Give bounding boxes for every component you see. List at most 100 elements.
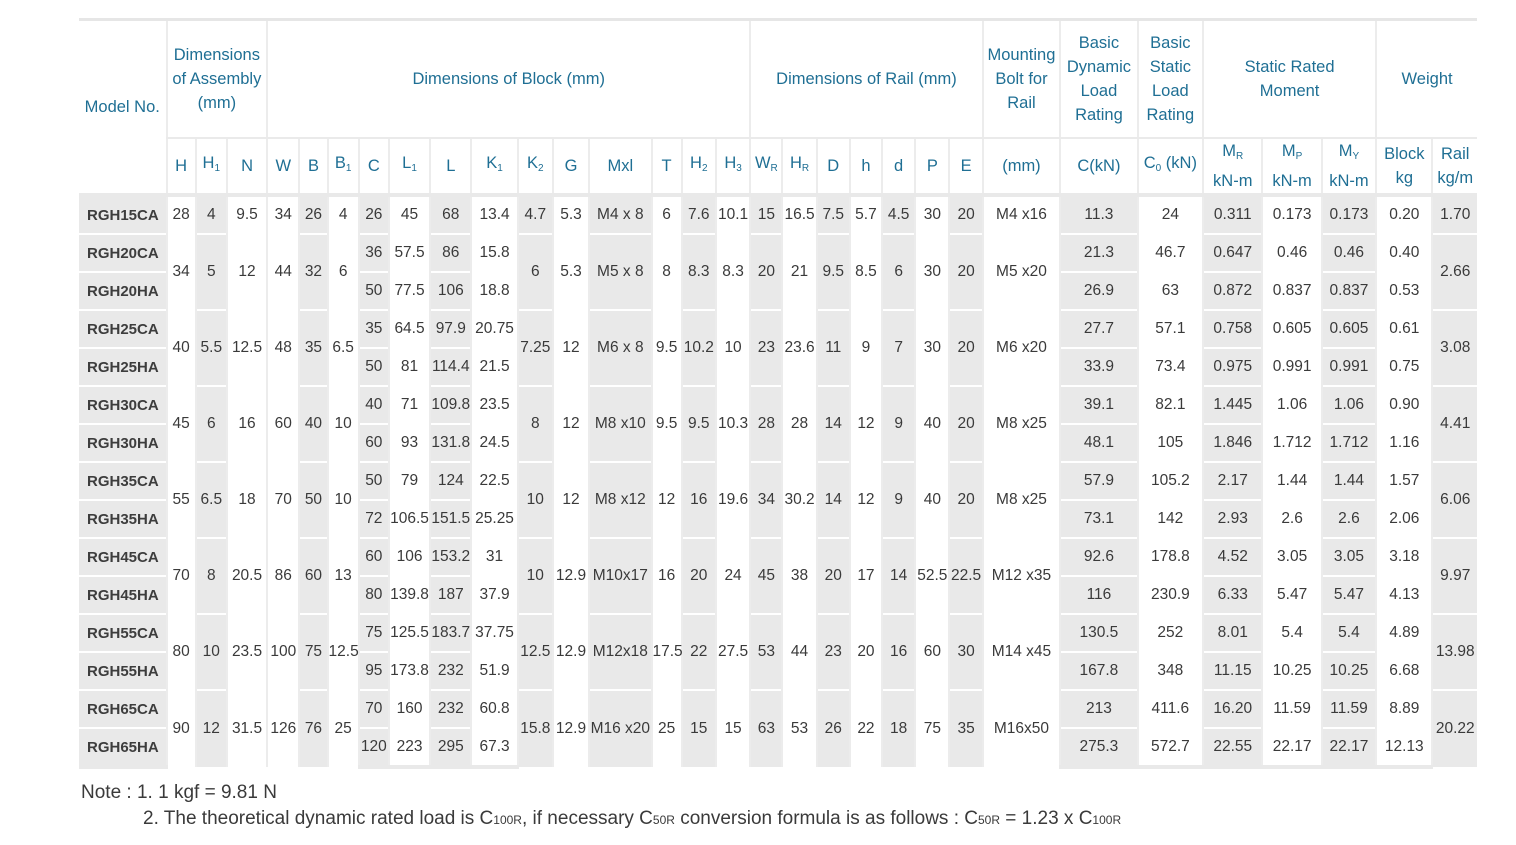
table-body: RGH15CA 28 4 9.5 34 26 4 26 45 68 13.4 4.7 5.3 M4 x 8… xyxy=(79,193,1477,769)
cell-l: 232 xyxy=(429,689,472,728)
cell-k1: 23.5 xyxy=(470,385,518,424)
cell-c0: 230.9 xyxy=(1136,575,1204,614)
cell-wr: 53 xyxy=(749,613,783,690)
cell-mp: 0.46 xyxy=(1261,233,1322,272)
cell-c0: 252 xyxy=(1136,613,1204,652)
cell-l: 106 xyxy=(429,271,472,310)
static-load-header: Basic Static Load Rating xyxy=(1136,18,1204,139)
cell-wblock: 0.40 xyxy=(1375,233,1433,272)
cell-c0: 57.1 xyxy=(1136,309,1204,348)
cell-l1: 173.8 xyxy=(387,651,431,690)
cell-e: 30 xyxy=(948,613,983,690)
cell-w: 60 xyxy=(266,385,300,462)
cell-h: 12 xyxy=(848,461,883,538)
table-row: RGH25CA 40 5.5 12.5 48 35 6.5 35 64.5 97.9 20.75 7.… xyxy=(79,309,1477,386)
cell-c: 36 xyxy=(357,233,389,272)
cell-h: 20 xyxy=(848,613,883,690)
cell-mr: 6.33 xyxy=(1202,575,1263,614)
cell-k1: 24.5 xyxy=(470,423,518,462)
cell-mp: 0.605 xyxy=(1261,309,1322,348)
cell-l1: 71 xyxy=(387,385,431,424)
cell-c: 75 xyxy=(357,613,389,652)
cell-b1: 12.5 xyxy=(326,613,359,690)
cell-d: 9 xyxy=(881,385,916,462)
cell-wrail: 4.41 xyxy=(1431,385,1477,462)
bolt-header: Mounting Bolt for Rail xyxy=(981,18,1061,139)
col-bolt-unit: (mm) xyxy=(981,138,1061,196)
cell-my: 0.46 xyxy=(1320,233,1377,272)
cell-cdyn: 275.3 xyxy=(1059,727,1138,769)
cell-b: 26 xyxy=(298,193,328,234)
cell-mxl: M12x18 xyxy=(588,613,652,690)
cell-wr: 63 xyxy=(749,689,783,767)
cell-my: 5.4 xyxy=(1320,613,1377,652)
cell-l1: 160 xyxy=(387,689,431,728)
cell-h1: 10 xyxy=(194,613,227,690)
cell-g: 12.9 xyxy=(551,689,590,767)
cell-b: 50 xyxy=(298,461,328,538)
cell-h1: 5 xyxy=(194,233,227,310)
cell-w: 126 xyxy=(266,689,300,767)
cell-my: 1.44 xyxy=(1320,461,1377,500)
cell-p: 52.5 xyxy=(914,537,950,614)
cell-mxl: M6 x 8 xyxy=(588,309,652,386)
col-stat-unit: C0 (kN) xyxy=(1136,138,1204,196)
col-MY: MY kN-m xyxy=(1320,138,1377,196)
cell-wblock: 0.61 xyxy=(1375,309,1433,348)
cell-k1: 25.25 xyxy=(470,499,518,538)
cell-mr: 0.758 xyxy=(1202,309,1263,348)
cell-p: 30 xyxy=(914,233,950,310)
cell-bolt: M5 x20 xyxy=(981,233,1061,310)
cell-e: 20 xyxy=(948,193,983,234)
cell-mp: 0.991 xyxy=(1261,347,1322,386)
cell-cdyn: 116 xyxy=(1059,575,1138,614)
col-Mxl: Mxl xyxy=(588,138,652,196)
cell-h2: 15 xyxy=(680,689,716,767)
cell-c0: 572.7 xyxy=(1136,727,1204,769)
cell-d: 20 xyxy=(815,537,850,614)
cell-n: 20.5 xyxy=(225,537,268,614)
model-cell: RGH45HA xyxy=(79,575,167,614)
cell-h: 34 xyxy=(165,233,196,310)
cell-my: 10.25 xyxy=(1320,651,1377,690)
cell-c0: 82.1 xyxy=(1136,385,1204,424)
cell-b: 76 xyxy=(298,689,328,767)
cell-h: 5.7 xyxy=(848,193,883,234)
cell-w: 70 xyxy=(266,461,300,538)
cell-mp: 0.837 xyxy=(1261,271,1322,310)
cell-wblock: 0.20 xyxy=(1375,193,1433,234)
cell-b1: 13 xyxy=(326,537,359,614)
cell-h3: 8.3 xyxy=(714,233,751,310)
cell-my: 0.991 xyxy=(1320,347,1377,386)
cell-h: 12 xyxy=(848,385,883,462)
cell-l: 295 xyxy=(429,727,472,769)
cell-mp: 10.25 xyxy=(1261,651,1322,690)
table-row: RGH30HA 60 93 131.8 24.5 48.1 105 1.846 1.712 1.7… xyxy=(79,423,1477,462)
cell-c0: 105.2 xyxy=(1136,461,1204,500)
cell-my: 0.837 xyxy=(1320,271,1377,310)
cell-wblock: 6.68 xyxy=(1375,651,1433,690)
cell-b1: 6.5 xyxy=(326,309,359,386)
cell-wblock: 0.75 xyxy=(1375,347,1433,386)
cell-p: 30 xyxy=(914,193,950,234)
cell-wblock: 0.53 xyxy=(1375,271,1433,310)
model-cell: RGH45CA xyxy=(79,537,167,576)
cell-h3: 10 xyxy=(714,309,751,386)
cell-t: 9.5 xyxy=(650,309,682,386)
cell-mp: 5.4 xyxy=(1261,613,1322,652)
cell-l: 109.8 xyxy=(429,385,472,424)
cell-p: 60 xyxy=(914,613,950,690)
cell-h3: 10.1 xyxy=(714,193,751,234)
col-h: h xyxy=(848,138,883,196)
cell-g: 5.3 xyxy=(551,193,590,234)
cell-h: 40 xyxy=(165,309,196,386)
cell-mp: 5.47 xyxy=(1261,575,1322,614)
cell-k1: 22.5 xyxy=(470,461,518,500)
table-row: RGH65HA 120 223 295 67.3 275.3 572.7 22.55 22.17… xyxy=(79,727,1477,769)
cell-cdyn: 11.3 xyxy=(1059,193,1138,234)
model-header: Model No. xyxy=(79,18,167,196)
table-row: RGH20HA 50 77.5 106 18.8 26.9 63 0.872 0.837 0.83… xyxy=(79,271,1477,310)
cell-l1: 125.5 xyxy=(387,613,431,652)
cell-c: 35 xyxy=(357,309,389,348)
cell-wrail: 13.98 xyxy=(1431,613,1477,690)
